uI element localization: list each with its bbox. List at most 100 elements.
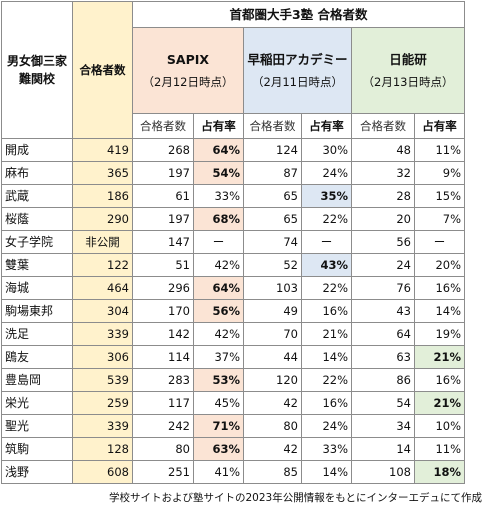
nichinoken-count-cell: 108 (351, 460, 415, 484)
total-count-cell: 186 (72, 184, 133, 208)
waseda-share-cell: 35% (301, 184, 352, 208)
table-row: 聖光 339 242 71% 80 24% 34 10% (1, 414, 465, 438)
nichinoken-share-cell: 9% (414, 161, 465, 185)
sapix-share-cell: 33% (193, 184, 244, 208)
table-row: 駒場東邦 304 170 56% 49 16% 43 14% (1, 299, 465, 323)
total-count-cell: 608 (72, 460, 133, 484)
sapix-share-cell: 45% (193, 391, 244, 415)
sub-header-share: 占有率 (193, 113, 244, 139)
waseda-count-cell: 70 (243, 322, 302, 346)
nichinoken-count-cell: 48 (351, 138, 415, 162)
cram-date-waseda: （2月11日時点） (252, 74, 343, 89)
cram-name-sapix: SAPIX (166, 51, 210, 67)
total-count-cell: 464 (72, 276, 133, 300)
nichinoken-share-cell: 15% (414, 184, 465, 208)
cram-name-waseda: 早稲田アカデミー (247, 51, 348, 67)
table-row: 女子学院 非公開 147 ー 74 ー 56 ー (1, 230, 465, 254)
waseda-share-cell: 14% (301, 345, 352, 369)
table-row: 洗足 339 142 42% 70 21% 64 19% (1, 322, 465, 346)
table-row: 海城 464 296 64% 103 22% 76 16% (1, 276, 465, 300)
sapix-share-cell: 64% (193, 276, 244, 300)
results-table: 男女御三家 難関校 合格者数 首都圏大手3塾 合格者数 SAPIX （2月12日… (1, 1, 465, 484)
table-row: 雙葉 122 51 42% 52 43% 24 20% (1, 253, 465, 277)
table-title: 首都圏大手3塾 合格者数 (132, 1, 465, 28)
waseda-share-cell: 16% (301, 391, 352, 415)
table-row: 筑駒 128 80 63% 42 33% 14 11% (1, 437, 465, 461)
waseda-count-cell: 42 (243, 391, 302, 415)
waseda-share-cell: 21% (301, 322, 352, 346)
sapix-count-cell: 197 (132, 207, 194, 231)
sapix-share-cell: 41% (193, 460, 244, 484)
sub-header-count: 合格者数 (243, 113, 302, 139)
school-name-cell: 海城 (1, 276, 73, 300)
nichinoken-share-cell: 7% (414, 207, 465, 231)
table-row: 鴎友 306 114 37% 44 14% 63 21% (1, 345, 465, 369)
sapix-share-cell: 56% (193, 299, 244, 323)
nichinoken-count-cell: 24 (351, 253, 415, 277)
waseda-count-cell: 85 (243, 460, 302, 484)
waseda-count-cell: 65 (243, 184, 302, 208)
nichinoken-share-cell: 20% (414, 253, 465, 277)
waseda-share-cell: 16% (301, 299, 352, 323)
table-row: 桜蔭 290 197 68% 65 22% 20 7% (1, 207, 465, 231)
nichinoken-count-cell: 28 (351, 184, 415, 208)
total-count-cell: 128 (72, 437, 133, 461)
school-name-cell: 鴎友 (1, 345, 73, 369)
waseda-count-cell: 65 (243, 207, 302, 231)
sapix-count-cell: 251 (132, 460, 194, 484)
total-count-cell: 306 (72, 345, 133, 369)
table-row: 武蔵 186 61 33% 65 35% 28 15% (1, 184, 465, 208)
nichinoken-count-cell: 76 (351, 276, 415, 300)
sapix-count-cell: 296 (132, 276, 194, 300)
waseda-share-cell: 22% (301, 276, 352, 300)
school-name-cell: 女子学院 (1, 230, 73, 254)
waseda-count-cell: 44 (243, 345, 302, 369)
waseda-count-cell: 42 (243, 437, 302, 461)
source-note: 学校サイトおよび塾サイトの2023年公開情報をもとにインターエデュにて作成 (108, 492, 482, 504)
waseda-share-cell: 33% (301, 437, 352, 461)
school-name-cell: 筑駒 (1, 437, 73, 461)
nichinoken-count-cell: 54 (351, 391, 415, 415)
total-count-cell: 259 (72, 391, 133, 415)
nichinoken-share-cell: 16% (414, 368, 465, 392)
row-header: 男女御三家 難関校 (1, 1, 73, 139)
waseda-count-cell: 120 (243, 368, 302, 392)
waseda-share-cell: 43% (301, 253, 352, 277)
count-header: 合格者数 (72, 1, 133, 139)
waseda-share-cell: 22% (301, 368, 352, 392)
nichinoken-count-cell: 63 (351, 345, 415, 369)
sapix-share-cell: 68% (193, 207, 244, 231)
waseda-count-cell: 52 (243, 253, 302, 277)
sapix-share-cell: 54% (193, 161, 244, 185)
table-body: 開成 419 268 64% 124 30% 48 11% 麻布 365 197 54% 87 24% 32… (1, 138, 465, 484)
waseda-share-cell: 14% (301, 460, 352, 484)
total-count-cell: 339 (72, 322, 133, 346)
sapix-count-cell: 51 (132, 253, 194, 277)
sapix-count-cell: 197 (132, 161, 194, 185)
waseda-share-cell: ー (301, 230, 352, 254)
school-name-cell: 桜蔭 (1, 207, 73, 231)
waseda-count-cell: 74 (243, 230, 302, 254)
waseda-share-cell: 30% (301, 138, 352, 162)
school-name-cell: 浅野 (1, 460, 73, 484)
total-count-cell: 304 (72, 299, 133, 323)
sub-header-count: 合格者数 (351, 113, 415, 139)
table-row: 麻布 365 197 54% 87 24% 32 9% (1, 161, 465, 185)
total-count-cell: 539 (72, 368, 133, 392)
sapix-share-cell: ー (193, 230, 244, 254)
school-name-cell: 武蔵 (1, 184, 73, 208)
cram-header-waseda: 早稲田アカデミー （2月11日時点） (243, 27, 352, 114)
sapix-share-cell: 53% (193, 368, 244, 392)
nichinoken-count-cell: 56 (351, 230, 415, 254)
table-row: 豊島岡 539 283 53% 120 22% 86 16% (1, 368, 465, 392)
sapix-count-cell: 170 (132, 299, 194, 323)
school-name-cell: 豊島岡 (1, 368, 73, 392)
nichinoken-share-cell: 19% (414, 322, 465, 346)
school-name-cell: 開成 (1, 138, 73, 162)
cram-header-nichinoken: 日能研 （2月13日時点） (351, 27, 465, 114)
nichinoken-share-cell: 11% (414, 437, 465, 461)
sapix-share-cell: 42% (193, 322, 244, 346)
school-name-cell: 駒場東邦 (1, 299, 73, 323)
nichinoken-count-cell: 43 (351, 299, 415, 323)
sapix-count-cell: 114 (132, 345, 194, 369)
